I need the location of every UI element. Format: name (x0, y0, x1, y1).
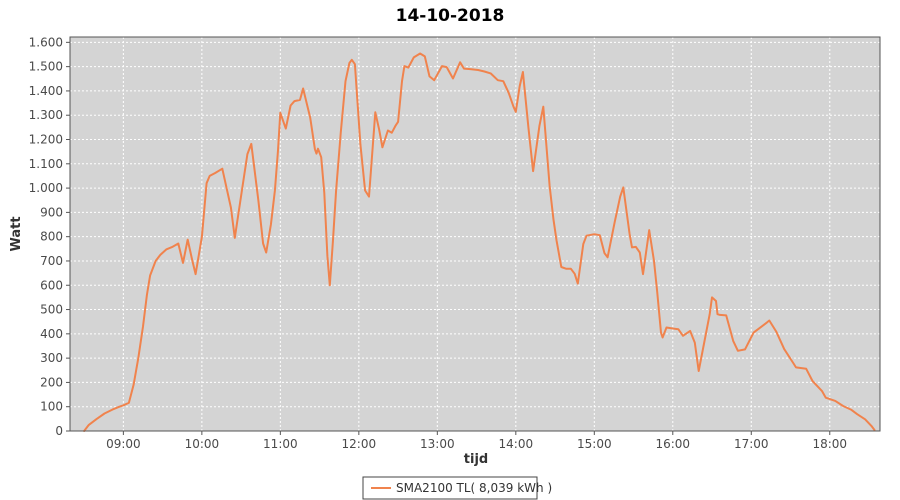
gridlines (70, 37, 880, 431)
axis-tick-marks (66, 41, 831, 435)
y-tick-label: 1.000 (29, 181, 63, 195)
x-tick-label: 18:00 (812, 437, 847, 451)
y-tick-label: 1.600 (29, 35, 63, 49)
y-tick-label: 100 (40, 400, 63, 414)
y-tick-label: 0 (55, 424, 63, 438)
x-axis-title: tijd (464, 452, 488, 467)
y-tick-labels: 0 100 200 300 400 500 600 700 800 900 1.000 1.100 1.… (29, 35, 63, 438)
legend: SMA2100 TL( 8,039 kWh ) (362, 476, 552, 500)
y-axis-title: Watt (9, 216, 24, 251)
y-tick-label: 1.500 (29, 60, 63, 74)
x-tick-label: 12:00 (342, 437, 377, 451)
y-tick-label: 400 (40, 327, 63, 341)
series-line-group (83, 52, 876, 432)
y-tick-label: 600 (40, 278, 63, 292)
y-tick-label: 200 (40, 375, 63, 389)
y-tick-label: 800 (40, 230, 63, 244)
y-tick-label: 1.200 (29, 133, 63, 147)
y-tick-label: 1.400 (29, 84, 63, 98)
y-tick-label: 500 (40, 303, 63, 317)
x-tick-label: 15:00 (577, 437, 612, 451)
y-tick-label: 1.100 (29, 157, 63, 171)
x-tick-label: 09:00 (106, 437, 141, 451)
chart-title: 14-10-2018 (396, 6, 505, 26)
x-tick-label: 10:00 (185, 437, 220, 451)
plot-background (70, 37, 880, 431)
legend-box (362, 476, 538, 500)
plot-border (69, 36, 881, 432)
series-line (83, 52, 876, 432)
x-tick-label: 11:00 (263, 437, 298, 451)
y-tick-label: 300 (40, 351, 63, 365)
x-tick-label: 13:00 (420, 437, 455, 451)
legend-label: SMA2100 TL( 8,039 kWh ) (396, 481, 552, 495)
x-tick-label: 17:00 (734, 437, 769, 451)
y-tick-label: 900 (40, 205, 63, 219)
x-tick-label: 16:00 (655, 437, 690, 451)
x-tick-labels: 09:00 10:00 11:00 12:00 13:00 14:00 15:00 16:00… (106, 437, 847, 451)
y-tick-label: 700 (40, 254, 63, 268)
y-tick-label: 1.300 (29, 108, 63, 122)
x-tick-label: 14:00 (499, 437, 534, 451)
